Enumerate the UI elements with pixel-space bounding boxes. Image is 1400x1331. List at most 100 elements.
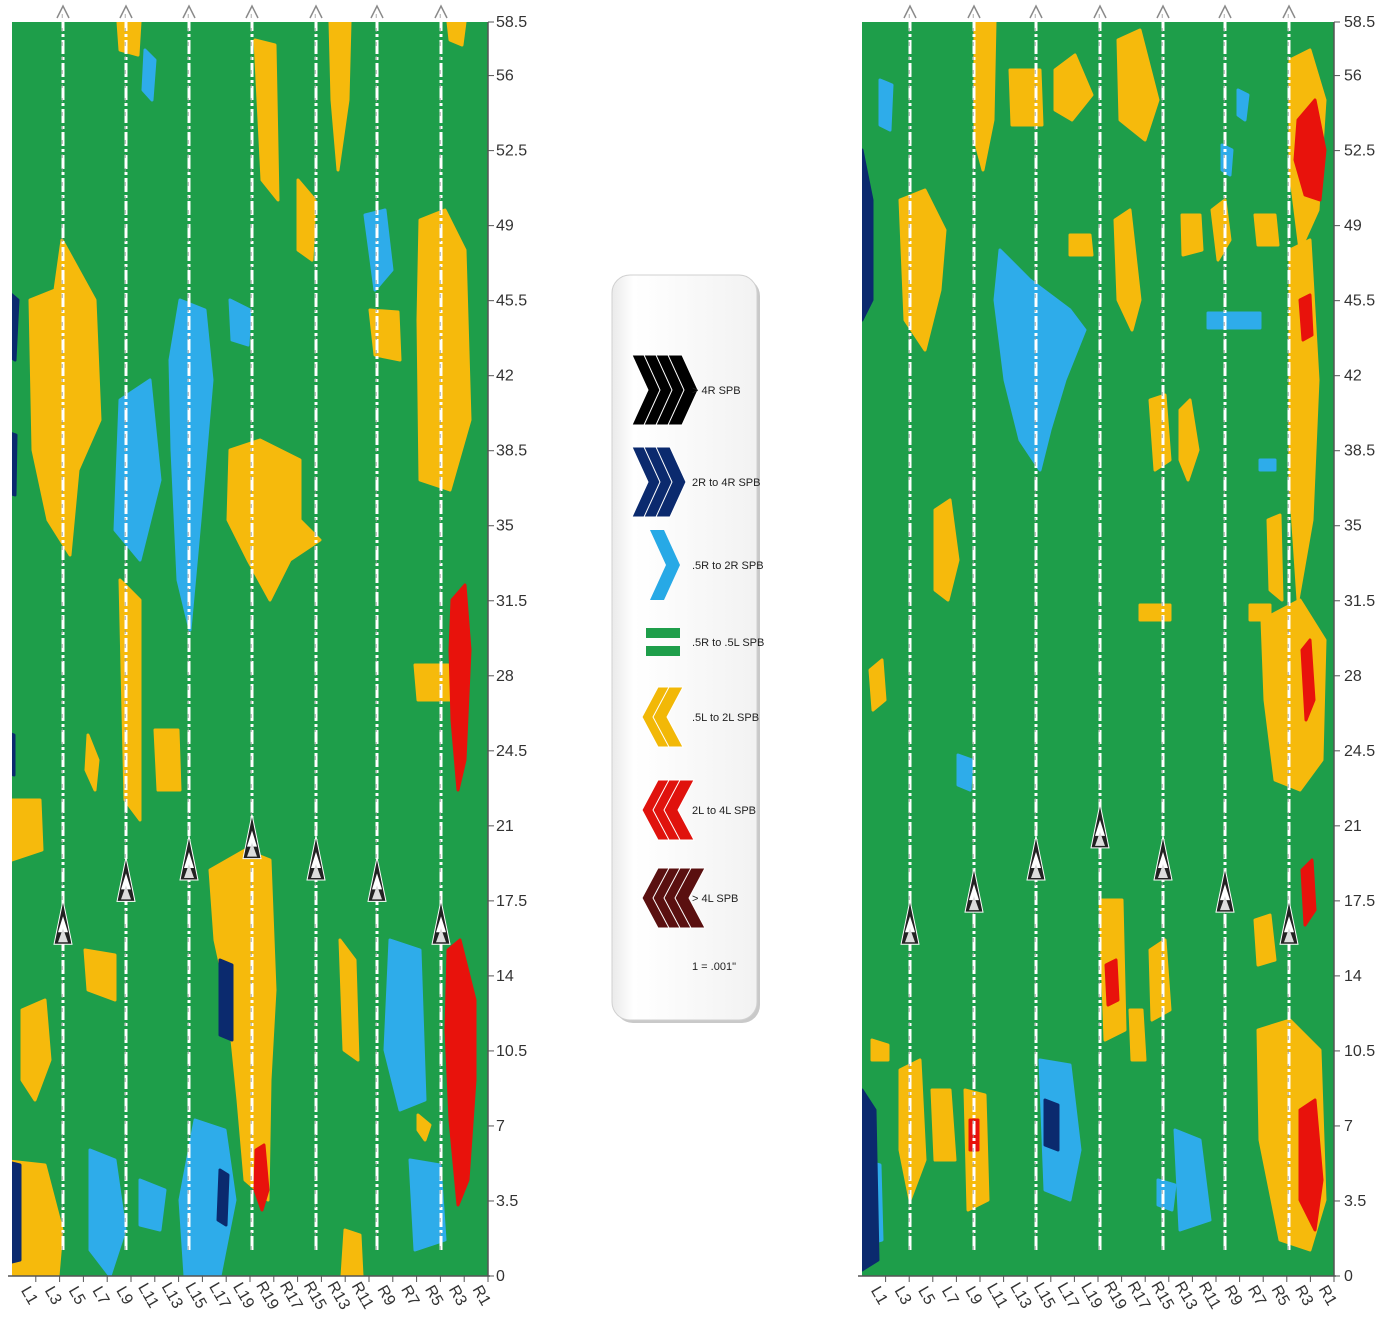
arrow-head-icon bbox=[245, 4, 259, 19]
y-tick-label: 58.5 bbox=[1344, 14, 1375, 31]
x-tick-label: L17 bbox=[205, 1280, 233, 1312]
x-tick-label: R17 bbox=[276, 1279, 305, 1313]
y-tick-label: 38.5 bbox=[496, 443, 527, 460]
arrow-marker-icon bbox=[242, 814, 262, 860]
y-tick-label: 21 bbox=[496, 818, 514, 835]
legend-label: 2R to 4R SPB bbox=[692, 477, 760, 489]
arrow-line bbox=[1090, 4, 1110, 1250]
contour-region-yellow bbox=[898, 1058, 927, 1202]
contour-region-red bbox=[253, 1143, 270, 1212]
x-tick-label: L9 bbox=[961, 1284, 985, 1308]
contour-region-yellow bbox=[328, 22, 352, 172]
contour-region-red bbox=[448, 583, 472, 792]
x-tick-label: L11 bbox=[983, 1280, 1011, 1311]
x-tick-label: R13 bbox=[1171, 1279, 1200, 1313]
y-tick-label: 21 bbox=[1344, 818, 1362, 835]
contour-region-yellow bbox=[12, 798, 44, 862]
contour-region-yellow bbox=[416, 1113, 432, 1142]
x-tick-label: L13 bbox=[158, 1280, 186, 1312]
arrow-head-icon bbox=[1029, 4, 1043, 19]
y-tick-label: 3.5 bbox=[1344, 1193, 1366, 1210]
x-tick-label: R3 bbox=[1291, 1283, 1316, 1309]
y-tick-label: 52.5 bbox=[1344, 143, 1375, 160]
arrow-line bbox=[116, 4, 136, 1250]
arrow-head-icon bbox=[1282, 4, 1296, 19]
contour-region-red bbox=[1298, 293, 1314, 342]
x-tick-label: R17 bbox=[1124, 1279, 1153, 1313]
contour-region-yellow bbox=[116, 22, 142, 57]
x-tick-label: R11 bbox=[1195, 1279, 1224, 1312]
contour-region-yellow bbox=[253, 38, 280, 202]
x-tick-label: R7 bbox=[397, 1283, 422, 1309]
x-tick-label: L3 bbox=[41, 1284, 65, 1308]
left-chevrons-icon bbox=[641, 686, 684, 748]
y-tick-label: 38.5 bbox=[1344, 443, 1375, 460]
contour-region-yellow bbox=[153, 728, 182, 792]
arrow-line bbox=[53, 4, 73, 1250]
y-tick-label: 0 bbox=[496, 1268, 505, 1285]
contour-region-yellow bbox=[368, 308, 402, 362]
left-contour-chart: 0 3.5 7 10.5 14 17.5 21 24.5 28 31.5 35 38.5 42 45.5 4… bbox=[8, 4, 527, 1313]
x-tick-label: R1 bbox=[469, 1283, 494, 1309]
contour-region-blue bbox=[1258, 458, 1277, 472]
arrow-marker-icon bbox=[964, 868, 984, 913]
y-tick-label: 3.5 bbox=[496, 1193, 518, 1210]
contour-region-yellow bbox=[933, 498, 960, 602]
y-tick-label: 14 bbox=[496, 968, 514, 985]
y-tick-label: 7 bbox=[1344, 1118, 1353, 1135]
contour-region-yellow bbox=[1178, 398, 1200, 482]
contour-region-yellow bbox=[1180, 213, 1204, 257]
arrow-marker-icon bbox=[1153, 835, 1173, 881]
arrow-head-icon bbox=[1156, 4, 1170, 19]
contour-region-blue bbox=[1173, 1128, 1212, 1232]
x-tick-label: R15 bbox=[300, 1279, 329, 1313]
contour-region-yellow bbox=[28, 238, 102, 557]
contour-region-blue bbox=[383, 938, 427, 1112]
right-chevrons-icon bbox=[631, 446, 687, 518]
contour-region-blue bbox=[1206, 311, 1262, 330]
y-tick-label: 49 bbox=[496, 218, 514, 235]
contour-region-yellow bbox=[1248, 603, 1272, 622]
contour-region-blue bbox=[408, 1158, 447, 1252]
arrow-head-icon bbox=[1218, 4, 1232, 19]
x-tick-label: L7 bbox=[938, 1284, 962, 1308]
contour-region-red bbox=[444, 938, 477, 1207]
arrow-head-icon bbox=[903, 4, 917, 19]
x-tick-label: L15 bbox=[1030, 1280, 1058, 1312]
y-tick-label: 24.5 bbox=[1344, 743, 1375, 760]
contour-region-blue bbox=[1236, 88, 1250, 122]
contour-region-blue bbox=[1038, 1058, 1082, 1202]
left-chevrons-icon bbox=[641, 867, 706, 929]
contour-region-yellow bbox=[1116, 28, 1160, 142]
y-tick-label: 31.5 bbox=[496, 593, 527, 610]
x-tick-label: L9 bbox=[112, 1284, 136, 1308]
contour-region-yellow bbox=[338, 938, 360, 1062]
y-tick-label: 42 bbox=[496, 368, 514, 385]
contour-region-yellow bbox=[930, 1088, 957, 1162]
arrow-line bbox=[1215, 4, 1235, 1250]
legend-label: > 4R SPB bbox=[692, 385, 741, 397]
legend-label: 2L to 4L SPB bbox=[692, 805, 756, 817]
contour-region-yellow bbox=[1068, 233, 1094, 257]
y-tick-label: 52.5 bbox=[496, 143, 527, 160]
contour-region-blue bbox=[1156, 1178, 1177, 1212]
legend: > 4R SPB 2R to 4R SPB .5R to 2R SPB .5R to … bbox=[611, 274, 764, 1023]
contour-regions bbox=[12, 22, 477, 1276]
arrow-line bbox=[1153, 4, 1173, 1250]
x-tick-label: R19 bbox=[1100, 1279, 1129, 1313]
y-tick-label: 10.5 bbox=[496, 1043, 527, 1060]
x-tick-label: R5 bbox=[421, 1283, 446, 1309]
contour-region-yellow bbox=[84, 733, 100, 792]
arrow-line bbox=[306, 4, 326, 1250]
x-tick-label: L7 bbox=[89, 1284, 113, 1308]
x-tick-label: L13 bbox=[1006, 1280, 1034, 1312]
arrow-head-icon bbox=[967, 4, 981, 19]
x-tick-label: R1 bbox=[1315, 1283, 1340, 1309]
x-tick-label: R5 bbox=[1268, 1283, 1293, 1309]
contour-region-yellow bbox=[1148, 938, 1172, 1022]
y-tick-label: 58.5 bbox=[496, 14, 527, 31]
y-tick-label: 28 bbox=[496, 668, 514, 685]
contour-region-red bbox=[1298, 1098, 1324, 1232]
x-tick-label: L19 bbox=[1077, 1280, 1105, 1312]
contour-region-blue bbox=[993, 248, 1087, 472]
